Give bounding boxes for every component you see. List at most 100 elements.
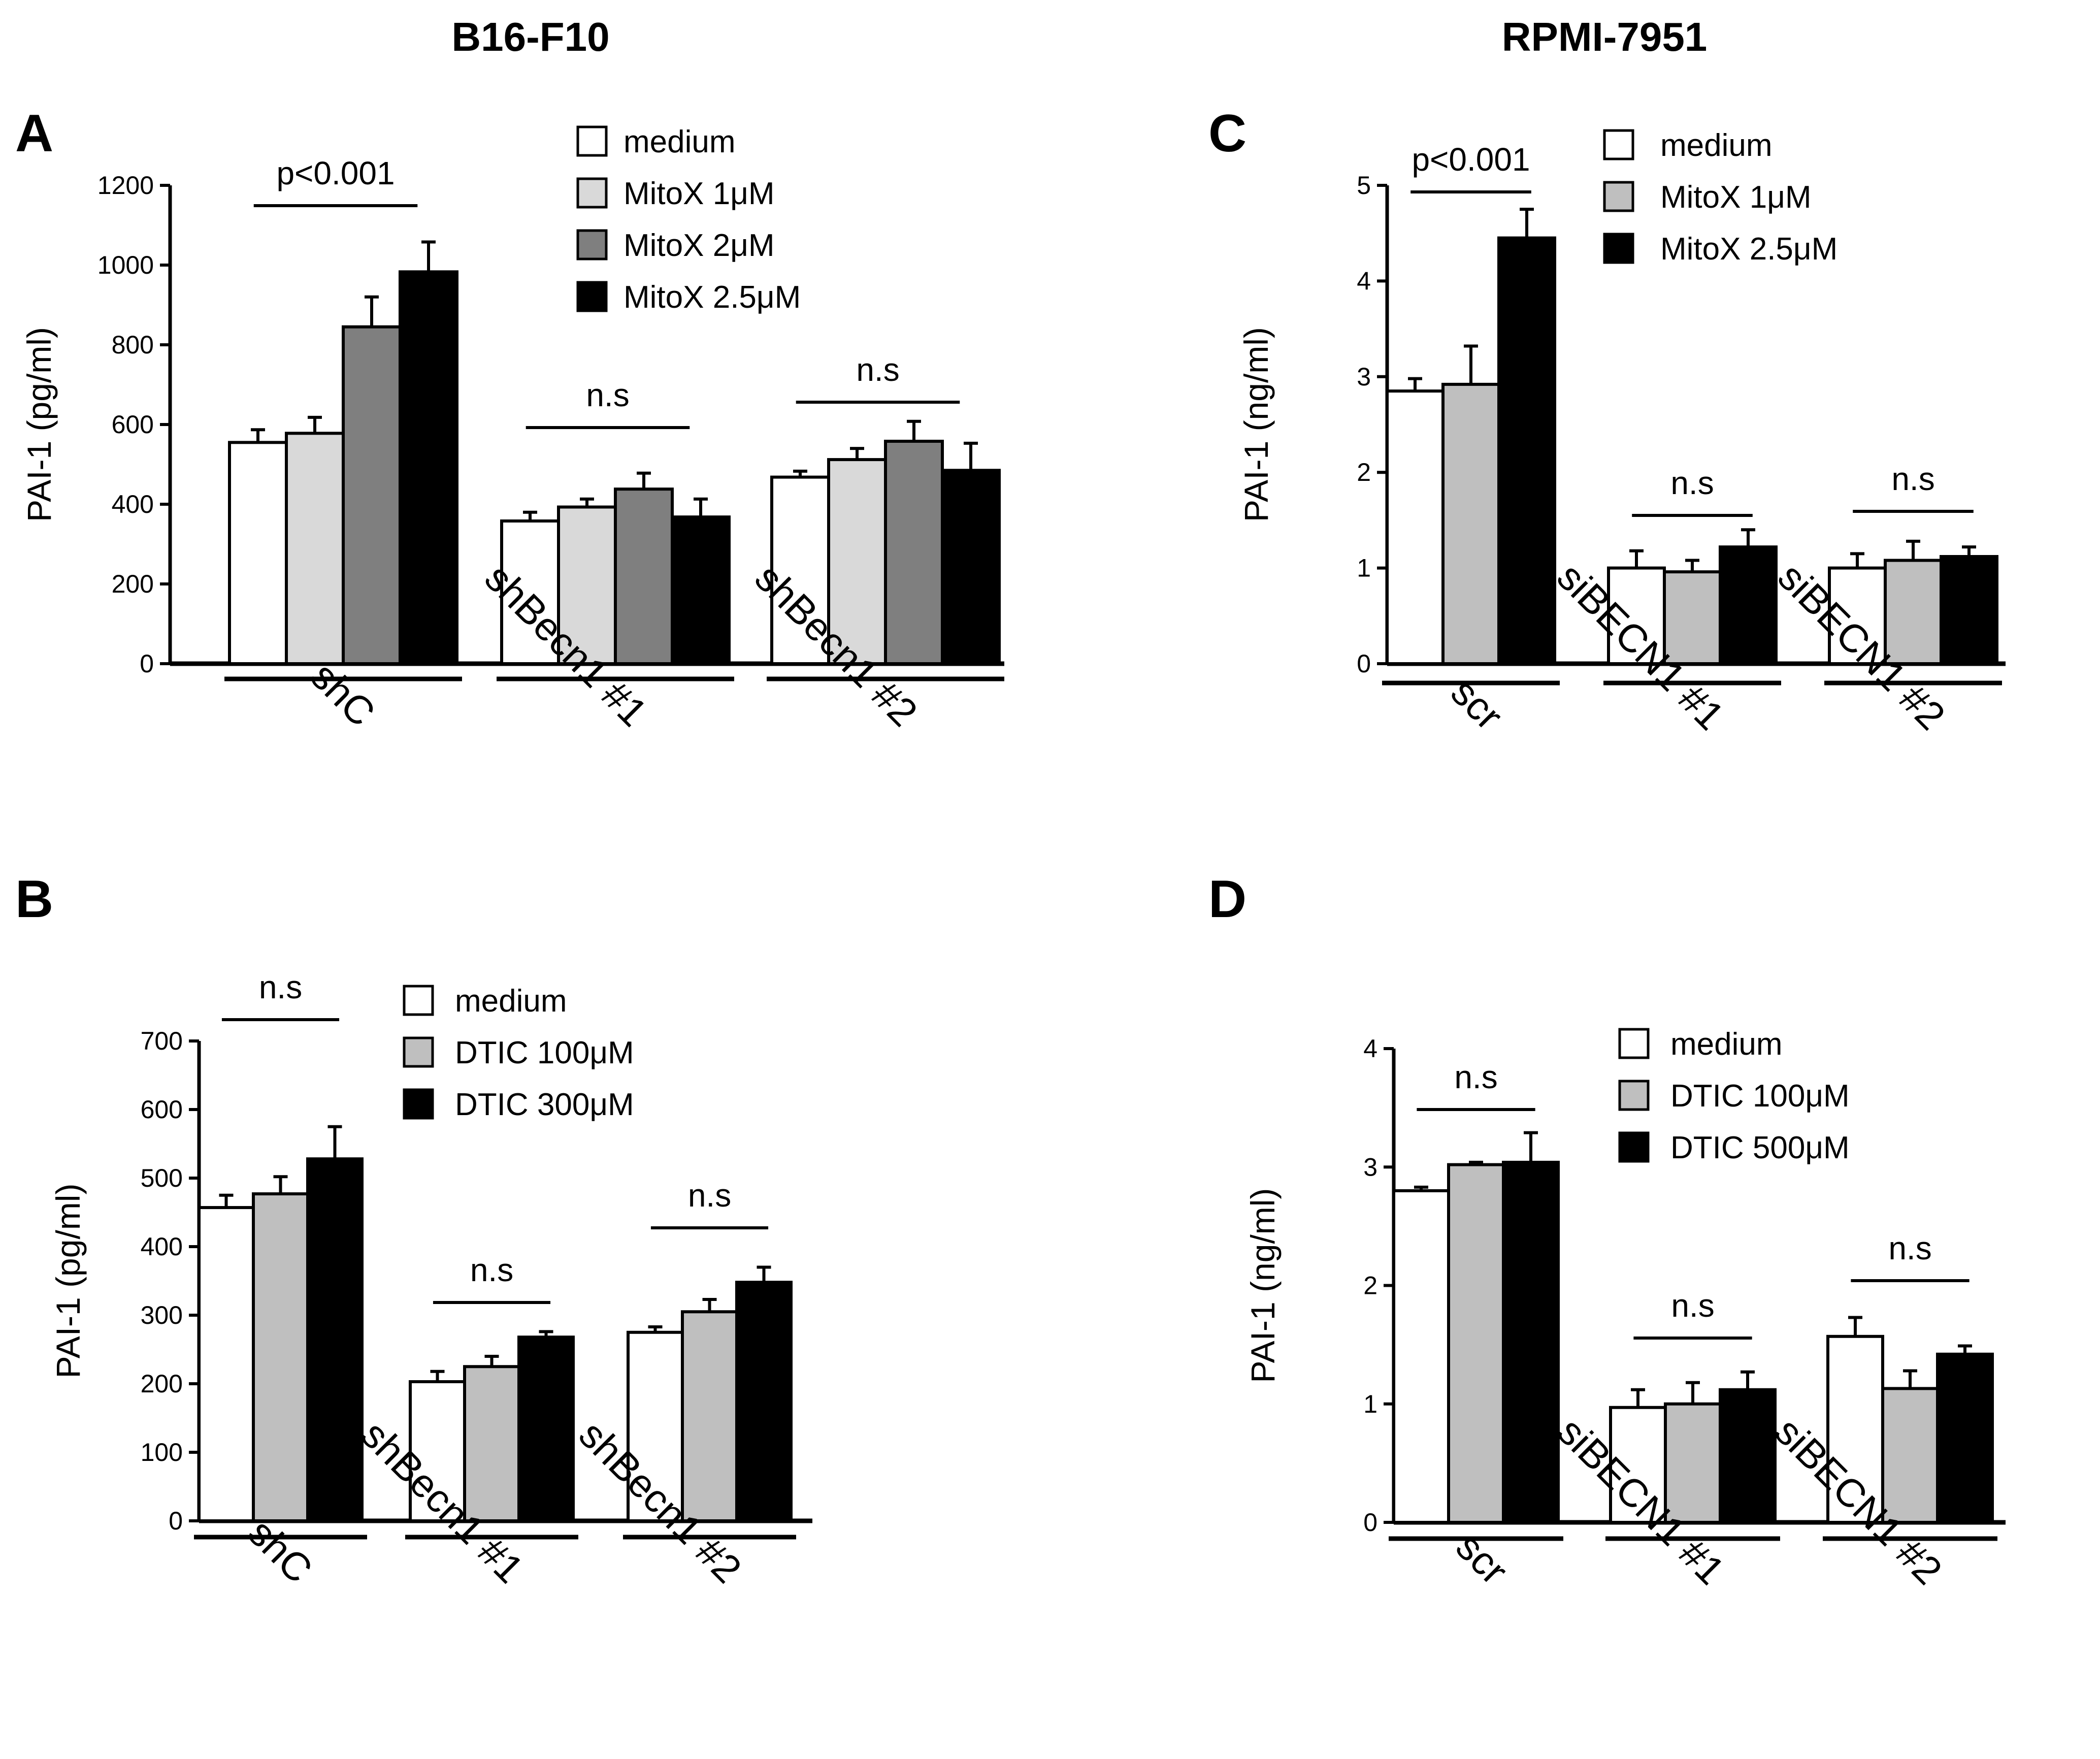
legend-label: medium	[1660, 128, 1773, 163]
bar-shc-mitox-2-m	[342, 325, 402, 665]
bar-shc-medium	[228, 441, 288, 665]
significance-label: n.s	[1454, 1059, 1497, 1095]
y-tick-label: 800	[112, 331, 154, 359]
bar-shbecn1-2-mitox-1-m	[827, 458, 887, 666]
significance-label: n.s	[1891, 461, 1934, 497]
y-tick-label: 500	[141, 1164, 183, 1192]
y-tick-label: 3	[1363, 1153, 1377, 1181]
legend-swatch-mitox-2-5-m	[576, 281, 608, 312]
bar-scr-medium	[1392, 1189, 1450, 1524]
y-tick-label: 0	[1357, 649, 1371, 678]
y-tick-label: 5	[1357, 171, 1371, 200]
significance-label: n.s	[856, 351, 899, 388]
legend-swatch-dtic-500-m	[1618, 1131, 1650, 1163]
category-label-scr: scr	[1448, 1524, 1517, 1593]
legend-label: MitoX 2.5μM	[624, 280, 801, 315]
bar-scr-dtic-100-m	[1447, 1163, 1505, 1524]
y-tick-label: 1200	[97, 171, 154, 200]
y-tick-label: 200	[141, 1370, 183, 1398]
significance-label: p<0.001	[276, 155, 395, 191]
bar-shbecn1-1-medium	[500, 519, 560, 665]
y-tick-label: 0	[140, 649, 154, 678]
significance-label: n.s	[1670, 465, 1714, 501]
legend-label: DTIC 500μM	[1670, 1130, 1850, 1165]
legend-swatch-mitox-1-m	[576, 177, 608, 209]
legend-label: DTIC 100μM	[455, 1035, 634, 1070]
panel-letter: B	[15, 870, 53, 929]
y-tick-label: 400	[112, 490, 154, 518]
y-tick-label: 200	[112, 570, 154, 598]
y-tick-label: 1000	[97, 251, 154, 279]
legend-label: MitoX 1μM	[1660, 180, 1812, 215]
y-tick-label: 600	[112, 410, 154, 439]
legend-swatch-medium	[1603, 129, 1634, 160]
significance-label: p<0.001	[1412, 141, 1530, 178]
legend-label: MitoX 1μM	[624, 176, 775, 211]
legend-swatch-medium	[576, 125, 608, 157]
legend-swatch-medium	[1618, 1028, 1650, 1059]
legend-swatch-dtic-100-m	[1618, 1080, 1650, 1111]
bar-shbecn1-1-dtic-100-m	[463, 1365, 520, 1522]
bar-shbecn1-2-dtic-300-m	[735, 1281, 793, 1522]
bar-shc-mitox-2-5-m	[399, 270, 458, 665]
significance-label: n.s	[586, 377, 629, 413]
panel-letter: A	[15, 104, 53, 163]
y-tick-label: 600	[141, 1095, 183, 1124]
legend-swatch-mitox-1-m	[1603, 181, 1634, 212]
bar-scr-mitox-2-5-m	[1497, 236, 1556, 665]
bar-shc-mitox-1-m	[285, 432, 345, 666]
y-tick-label: 0	[169, 1507, 183, 1535]
y-axis-label: PAI-1 (pg/ml)	[20, 327, 58, 522]
y-tick-label: 400	[141, 1232, 183, 1261]
bar-scr-mitox-1-m	[1441, 382, 1500, 665]
legend-label: MitoX 2.5μM	[1660, 232, 1837, 267]
y-tick-label: 1	[1363, 1390, 1377, 1418]
legend-label: DTIC 100μM	[1670, 1079, 1850, 1114]
y-tick-label: 100	[141, 1438, 183, 1467]
y-axis-label: PAI-1 (pg/ml)	[49, 1184, 87, 1379]
bar-shc-dtic-100-m	[252, 1192, 309, 1523]
bar-sibecn1-2-mitox-2-5-m	[1940, 555, 1998, 665]
legend-label: medium	[1670, 1027, 1783, 1062]
legend-label: DTIC 300μM	[455, 1087, 634, 1122]
y-axis-label: PAI-1 (ng/ml)	[1244, 1188, 1282, 1383]
legend-label: medium	[455, 984, 567, 1019]
bar-shbecn1-2-dtic-100-m	[681, 1310, 738, 1522]
bar-sibecn1-1-dtic-100-m	[1664, 1402, 1722, 1524]
bar-sibecn1-1-medium	[1609, 1406, 1667, 1524]
header-right: RPMI-7951	[1502, 14, 1708, 59]
bar-sibecn1-1-dtic-500-m	[1719, 1388, 1777, 1524]
bar-shbecn1-2-medium	[627, 1330, 684, 1522]
significance-label: n.s	[470, 1252, 513, 1288]
bar-shbecn1-1-mitox-2-5-m	[671, 515, 731, 665]
bar-sibecn1-1-mitox-1-m	[1663, 570, 1722, 665]
significance-label: n.s	[1888, 1230, 1931, 1266]
significance-label: n.s	[259, 969, 302, 1005]
bar-sibecn1-2-dtic-100-m	[1881, 1387, 1939, 1524]
y-tick-label: 700	[141, 1027, 183, 1055]
bar-scr-medium	[1386, 389, 1445, 665]
bar-shbecn1-2-mitox-2-5-m	[941, 469, 1001, 666]
bar-scr-dtic-500-m	[1502, 1160, 1560, 1524]
y-tick-label: 3	[1357, 363, 1371, 391]
panel-letter: C	[1208, 104, 1246, 163]
bar-shc-medium	[198, 1206, 255, 1523]
panel-letter: D	[1208, 870, 1246, 929]
category-label-scr: scr	[1442, 669, 1512, 738]
y-axis-label: PAI-1 (ng/ml)	[1237, 327, 1275, 522]
y-tick-label: 0	[1363, 1508, 1377, 1537]
legend-swatch-dtic-100-m	[403, 1036, 434, 1068]
bar-shbecn1-2-mitox-2-m	[884, 439, 944, 665]
panel-a: A 0 200 400 600 800 1000 1200 PAI-1 (pg/ml) p<0.0…	[15, 104, 1004, 735]
legend-swatch-mitox-2-m	[576, 229, 608, 260]
bar-shbecn1-1-mitox-2-m	[614, 487, 674, 665]
y-tick-label: 300	[141, 1301, 183, 1329]
legend-swatch-medium	[403, 985, 434, 1016]
significance-label: n.s	[688, 1177, 731, 1214]
bar-sibecn1-2-dtic-500-m	[1936, 1352, 1994, 1524]
bar-shc-dtic-300-m	[306, 1157, 364, 1522]
